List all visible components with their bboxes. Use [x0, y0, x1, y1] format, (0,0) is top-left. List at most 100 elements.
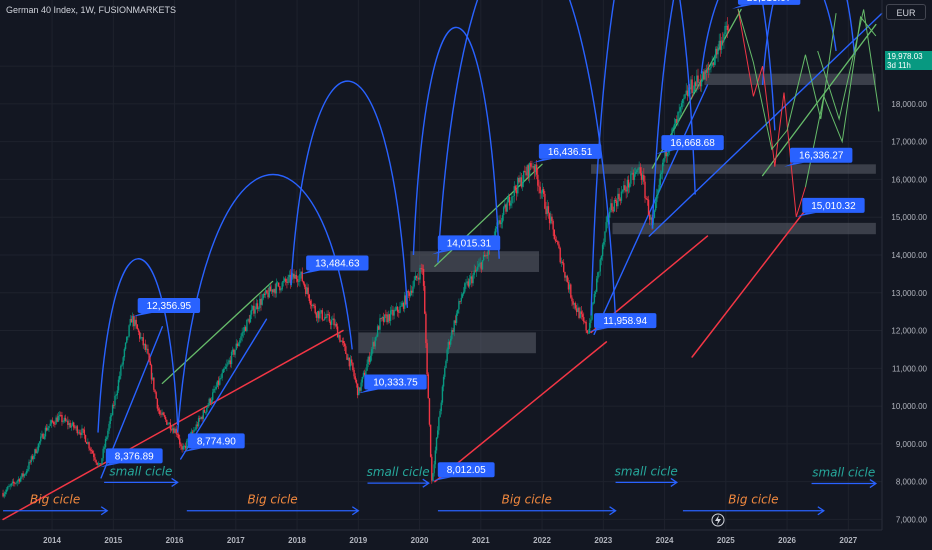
candle-up	[11, 481, 14, 484]
candle-up	[487, 246, 490, 256]
candle-down	[415, 275, 418, 278]
candle-down	[563, 263, 565, 272]
candle-up	[399, 306, 401, 313]
candle-up	[4, 492, 7, 494]
candle-down	[385, 314, 387, 316]
small-cycle-annotation: small cicle	[615, 464, 678, 487]
price-label-pointer	[431, 250, 452, 255]
candle-up	[401, 302, 404, 306]
channel-line	[593, 84, 709, 336]
candle-down	[722, 40, 724, 42]
candle-down	[584, 321, 586, 323]
projection-path	[737, 8, 806, 217]
candle-up	[521, 181, 524, 187]
candle-up	[208, 398, 210, 406]
candle-up	[369, 355, 372, 362]
candle-down	[93, 453, 95, 458]
candle-up	[628, 183, 631, 188]
candle-up	[696, 75, 698, 87]
cycle-label: small cicle	[812, 466, 875, 480]
candle-up	[254, 309, 256, 314]
candle-up	[477, 266, 479, 270]
candle-down	[31, 456, 34, 460]
time-tick-label: 2025	[717, 536, 735, 545]
candle-up	[257, 308, 260, 309]
candle-up	[220, 377, 222, 379]
candle-up	[206, 407, 208, 413]
price-label: 12,356.95	[131, 298, 201, 318]
candle-up	[62, 421, 64, 423]
candle-up	[246, 319, 248, 332]
candle-down	[640, 173, 643, 180]
candle-up	[268, 286, 270, 298]
candle-down	[407, 291, 409, 293]
price-label-text: 11,958.94	[603, 316, 647, 327]
time-axis[interactable]: 2014 2015 2016 2017 2018 2019 2020 2021 2022 2023…	[43, 536, 858, 545]
candle-up	[485, 255, 487, 257]
candle-down	[480, 262, 482, 270]
candle-up	[128, 325, 130, 337]
candle-up	[65, 420, 68, 422]
candle-up	[360, 382, 362, 391]
candle-up	[517, 178, 519, 194]
big-cycle-annotation: Big cicle	[682, 493, 825, 516]
candle-up	[210, 399, 213, 403]
candle-up	[654, 201, 657, 211]
price-label-box	[538, 143, 602, 159]
candle-down	[425, 313, 427, 344]
price-label-pointer	[131, 313, 152, 318]
candle-up	[565, 275, 567, 278]
candle-up	[510, 203, 512, 206]
candle-up	[108, 423, 110, 431]
candle-up	[306, 287, 308, 294]
projection-path	[737, 8, 837, 151]
candle-up	[109, 416, 111, 424]
candle-up	[57, 415, 60, 422]
candle-down	[135, 319, 137, 325]
candle-up	[151, 377, 154, 380]
price-label-box	[137, 298, 201, 314]
candle-down	[83, 429, 86, 436]
candle-down	[343, 343, 346, 347]
price-label: 8,012.05	[431, 462, 495, 482]
cycle-arc	[437, 0, 617, 320]
candle-down	[553, 229, 556, 240]
candle-down	[327, 314, 329, 315]
candle-up	[494, 228, 497, 237]
candle-up	[674, 119, 677, 124]
candle-down	[2, 492, 4, 497]
price-zone	[410, 251, 539, 272]
candle-up	[718, 40, 720, 47]
candle-down	[169, 422, 172, 430]
candle-up	[134, 319, 136, 327]
candle-up	[687, 87, 690, 96]
price-zone	[612, 222, 876, 235]
candle-down	[69, 422, 71, 428]
candle-down	[154, 389, 156, 393]
candle-up	[660, 172, 663, 175]
candle-down	[426, 343, 428, 375]
candle-down	[535, 164, 538, 175]
candle-up	[464, 283, 466, 292]
candle-up	[9, 485, 11, 487]
time-tick-label: 2019	[349, 536, 367, 545]
candle-down	[267, 292, 269, 298]
candle-up	[678, 111, 680, 113]
candle-up	[435, 437, 438, 451]
price-tick-label: 7,000.00	[896, 515, 928, 524]
candle-down	[467, 281, 470, 287]
small-cycle-annotation: small cicle	[811, 466, 878, 489]
candle-down	[318, 311, 320, 319]
currency-selector[interactable]: EUR	[886, 4, 926, 20]
candle-up	[433, 464, 435, 474]
candle-up	[528, 163, 531, 177]
time-tick-label: 2022	[533, 536, 551, 545]
candle-down	[551, 216, 553, 222]
tradingview-logo	[711, 513, 725, 527]
candle-down	[557, 241, 559, 245]
candle-up	[168, 422, 170, 424]
time-tick-label: 2015	[104, 536, 122, 545]
candle-up	[590, 319, 592, 323]
candle-down	[315, 313, 318, 318]
